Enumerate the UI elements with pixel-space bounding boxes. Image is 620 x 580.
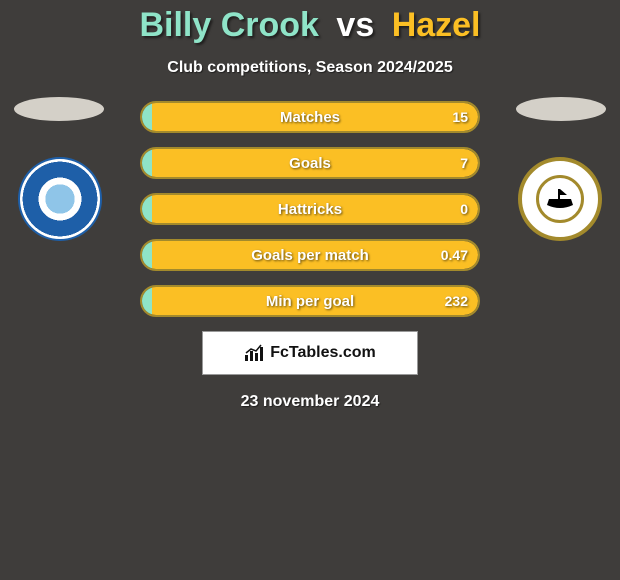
- stat-row: Min per goal232: [140, 285, 480, 317]
- stat-label: Min per goal: [142, 287, 478, 315]
- player1-oval: [14, 97, 104, 121]
- player2-name: Hazel: [392, 6, 481, 44]
- stat-value-right: 15: [452, 103, 468, 131]
- stat-row: Goals per match0.47: [140, 239, 480, 271]
- stat-value-right: 232: [445, 287, 468, 315]
- brand-box[interactable]: FcTables.com: [202, 331, 418, 375]
- stat-row: Hattricks0: [140, 193, 480, 225]
- player2-oval: [516, 97, 606, 121]
- comparison-title: Billy Crook vs Hazel: [0, 0, 620, 45]
- stat-row: Matches15: [140, 101, 480, 133]
- stat-label: Goals per match: [142, 241, 478, 269]
- stat-value-right: 0: [460, 195, 468, 223]
- stat-label: Goals: [142, 149, 478, 177]
- stats-list: Matches15 Goals7 Hattricks0 Goals per match…: [140, 101, 480, 317]
- stat-label: Hattricks: [142, 195, 478, 223]
- subtitle: Club competitions, Season 2024/2025: [0, 59, 620, 77]
- chart-icon: [244, 344, 266, 362]
- stat-row: Goals7: [140, 147, 480, 179]
- braintree-badge: [18, 157, 102, 241]
- boston-badge-inner: [536, 175, 584, 223]
- player1-name: Billy Crook: [139, 6, 318, 44]
- main-area: Matches15 Goals7 Hattricks0 Goals per match…: [0, 101, 620, 411]
- date-text: 23 november 2024: [0, 393, 620, 411]
- ship-icon: [545, 187, 575, 211]
- brand-text: FcTables.com: [270, 344, 376, 362]
- stat-value-right: 0.47: [441, 241, 468, 269]
- stat-value-right: 7: [460, 149, 468, 177]
- stat-label: Matches: [142, 103, 478, 131]
- vs-text: vs: [336, 6, 374, 44]
- boston-badge: [518, 157, 602, 241]
